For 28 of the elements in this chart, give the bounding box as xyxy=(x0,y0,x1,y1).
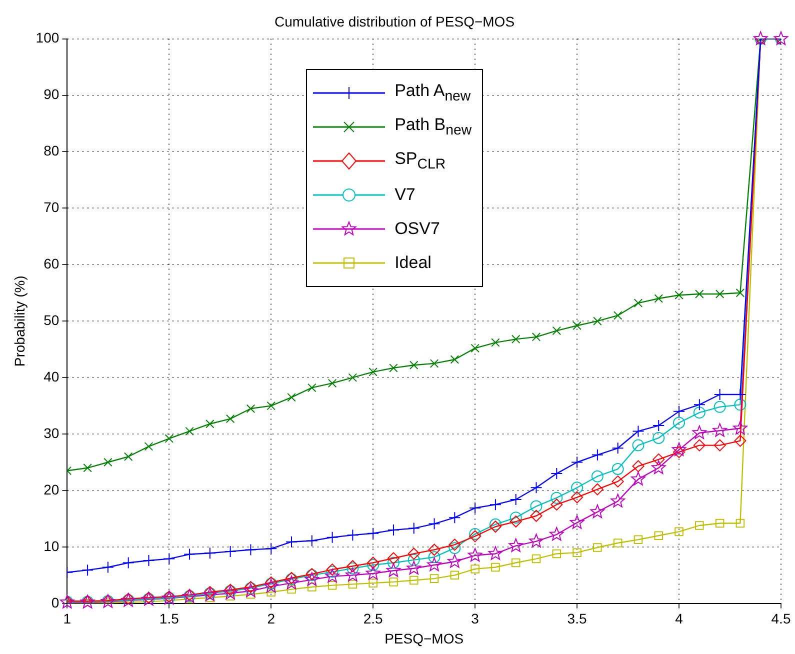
y-tick-label: 20 xyxy=(44,481,60,498)
y-tick-label: 70 xyxy=(44,199,60,216)
y-tick-label: 100 xyxy=(36,30,60,46)
x-tick-label: 1.5 xyxy=(159,610,180,627)
y-tick-label: 0 xyxy=(51,594,60,610)
legend-label: V7 xyxy=(394,184,416,205)
x-axis-title: PESQ−MOS xyxy=(384,630,464,646)
legend-label: Ideal xyxy=(394,252,432,273)
x-tick-label: 4.5 xyxy=(771,610,791,627)
x-tick-label: 3 xyxy=(471,610,480,627)
y-tick-label: 90 xyxy=(44,86,60,102)
legend-label: SP$_{CLR}$ xyxy=(394,149,446,172)
legend-label: OSV7 xyxy=(394,218,440,239)
legend-label: Path B$_{new}$ xyxy=(394,115,472,138)
x-tick-label: 4 xyxy=(675,610,684,627)
y-tick-label: 60 xyxy=(44,256,60,272)
x-tick-label: 2 xyxy=(267,610,276,627)
y-tick-label: 50 xyxy=(44,312,60,328)
x-tick-label: 3.5 xyxy=(567,610,587,627)
x-tick-label: 2.5 xyxy=(363,610,384,627)
legend-label: Path A$_{new}$ xyxy=(394,81,471,104)
y-tick-label: 80 xyxy=(44,142,60,159)
y-tick-label: 40 xyxy=(44,368,60,384)
y-tick-label: 30 xyxy=(44,424,60,441)
y-tick-label: 10 xyxy=(44,538,60,554)
chart-title: Cumulative distribution of PESQ−MOS xyxy=(274,13,515,30)
y-axis-title: Probability (%) xyxy=(11,276,28,367)
x-tick-label: 1 xyxy=(63,610,72,627)
